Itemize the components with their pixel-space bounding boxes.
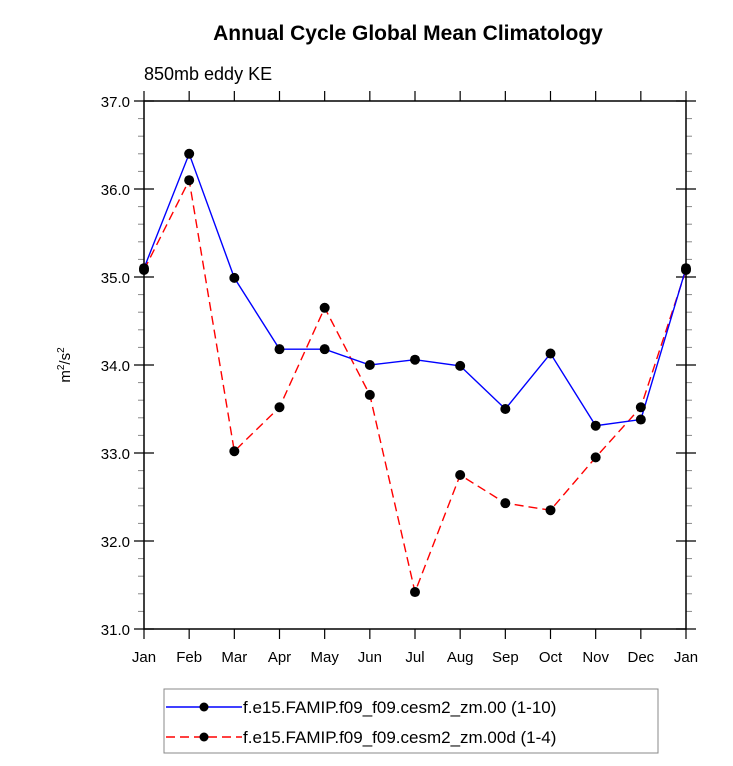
- minor-ticks: [138, 118, 692, 612]
- data-point-series-1: [545, 505, 556, 516]
- y-tick-label: 36.0: [101, 182, 130, 199]
- data-point-series-1: [681, 264, 691, 275]
- data-point-series-0: [635, 414, 646, 425]
- x-tick-label: May: [310, 649, 339, 666]
- data-point-series-1: [274, 402, 285, 413]
- x-tick-label: Aug: [447, 649, 474, 666]
- data-point-series-0: [455, 360, 466, 371]
- y-tick-labels: 31.0 32.0 33.0 34.0 35.0 36.0 37.0: [101, 94, 130, 639]
- x-tick-label: Jan: [132, 649, 156, 666]
- legend-marker-0: [199, 702, 209, 712]
- chart-subtitle: 850mb eddy KE: [144, 64, 272, 84]
- x-tick-label: Nov: [582, 649, 609, 666]
- series-layer: [139, 148, 691, 598]
- x-tick-label: Jul: [405, 649, 424, 666]
- data-point-series-1: [590, 452, 601, 463]
- y-axis-label: m2/s2: [56, 347, 74, 383]
- data-point-series-0: [500, 404, 511, 414]
- y-tick-label: 31.0: [101, 622, 130, 639]
- legend-label-1: f.e15.FAMIP.f09_f09.cesm2_zm.00d (1-4): [243, 728, 556, 747]
- data-point-series-1: [184, 175, 195, 186]
- legend-label-0: f.e15.FAMIP.f09_f09.cesm2_zm.00 (1-10): [243, 698, 556, 717]
- data-point-series-0: [545, 348, 556, 359]
- data-point-series-0: [319, 344, 330, 355]
- series-line-0: [143, 151, 687, 427]
- data-point-series-0: [229, 272, 240, 283]
- data-point-series-1: [500, 498, 511, 509]
- data-point-series-1: [410, 587, 420, 598]
- data-point-series-0: [410, 354, 420, 365]
- data-point-series-0: [590, 420, 601, 431]
- data-point-series-1: [635, 402, 646, 413]
- plot-frame: [143, 100, 687, 630]
- data-point-series-0: [364, 360, 375, 370]
- x-tick-label: Oct: [539, 649, 563, 666]
- x-tick-label: Jun: [358, 649, 382, 666]
- data-point-series-1: [229, 446, 240, 457]
- x-tick-label: Dec: [627, 649, 654, 666]
- legend-marker-1: [199, 732, 209, 742]
- data-point-series-0: [184, 148, 195, 159]
- data-point-series-1: [364, 389, 375, 400]
- x-tick-labels: Jan Feb Mar Apr May Jun Jul Aug Sep Oct Nov Dec Jan: [132, 649, 698, 666]
- x-tick-label: Apr: [268, 649, 291, 666]
- y-tick-label: 32.0: [101, 534, 130, 551]
- y-tick-label: 34.0: [101, 358, 130, 375]
- major-ticks: [134, 91, 696, 639]
- y-tick-label: 35.0: [101, 270, 130, 287]
- y-tick-label: 37.0: [101, 94, 130, 111]
- legend: f.e15.FAMIP.f09_f09.cesm2_zm.00 (1-10) f.…: [163, 688, 659, 754]
- x-tick-label: Mar: [221, 649, 247, 666]
- data-point-series-1: [319, 302, 330, 313]
- data-point-series-0: [274, 344, 285, 355]
- x-tick-label: Sep: [492, 649, 519, 666]
- y-tick-label: 33.0: [101, 446, 130, 463]
- x-tick-label: Feb: [176, 649, 202, 666]
- data-point-series-1: [455, 470, 466, 480]
- series-line-1: [143, 177, 687, 595]
- data-point-series-1: [139, 264, 149, 275]
- x-tick-label: Jan: [674, 649, 698, 666]
- legend-box: [163, 688, 659, 754]
- chart-title: Annual Cycle Global Mean Climatology: [213, 22, 603, 45]
